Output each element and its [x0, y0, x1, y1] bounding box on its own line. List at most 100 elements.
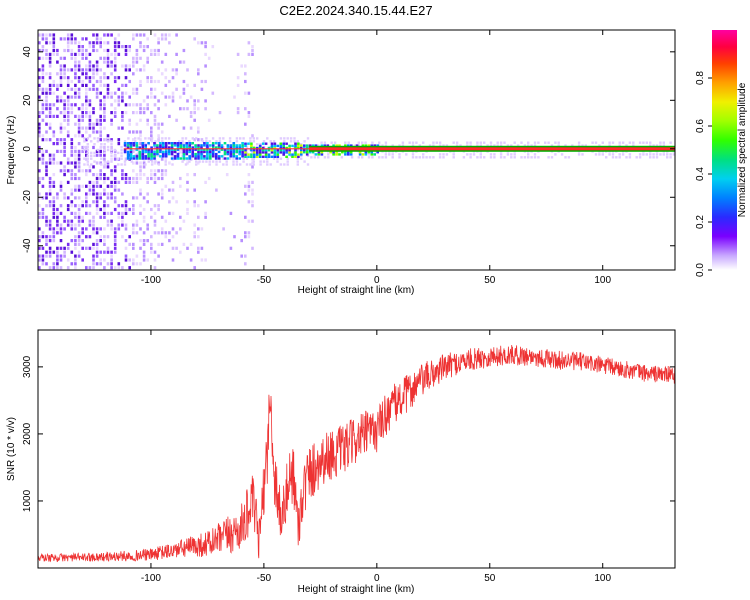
heatmap-band-cell	[388, 153, 391, 156]
snr-x-tick-label: 0	[374, 573, 380, 584]
heatmap-core-cell	[370, 151, 374, 154]
heatmap-noise-cell	[74, 223, 77, 227]
heatmap-band-cell	[438, 153, 442, 156]
heatmap-noise-cell	[153, 33, 157, 37]
heatmap-noise-cell	[88, 64, 92, 68]
heatmap-core-cell	[173, 142, 177, 145]
heatmap-noise-cell	[81, 52, 84, 56]
heatmap-band-cell	[408, 141, 411, 144]
heatmap-band-cell	[422, 141, 425, 144]
heatmap-noise-cell	[244, 192, 247, 196]
heatmap-noise-cell	[56, 107, 59, 111]
heatmap-noise-cell	[171, 91, 175, 95]
heatmap-noise-cell	[164, 184, 168, 188]
heatmap-core-cell	[250, 146, 253, 150]
heatmap-noise-cell	[139, 56, 142, 60]
heatmap-noise-cell	[56, 114, 59, 118]
heatmap-noise-cell	[110, 254, 113, 258]
heatmap-noise-cell	[186, 207, 189, 212]
heatmap-noise-cell	[117, 215, 121, 219]
heatmap-noise-cell	[52, 235, 56, 239]
heatmap-core-cell	[197, 155, 200, 158]
heatmap-noise-cell	[200, 138, 204, 142]
heatmap-noise-cell	[175, 52, 178, 56]
heatmap-noise-cell	[38, 48, 41, 53]
heatmap-noise-cell	[63, 107, 66, 111]
heatmap-noise-cell	[132, 204, 135, 208]
heatmap-noise-cell	[179, 149, 182, 153]
heatmap-noise-cell	[95, 250, 99, 254]
heatmap-noise-cell	[189, 111, 193, 115]
heatmap-core-cell	[358, 151, 362, 154]
heatmap-noise-cell	[45, 223, 48, 227]
heatmap-core-cell	[270, 142, 274, 145]
heatmap-core-cell	[317, 153, 321, 156]
heatmap-noise-cell	[106, 56, 110, 60]
heatmap-noise-cell	[41, 258, 45, 262]
heatmap-noise-cell	[113, 242, 117, 246]
heatmap-core-cell	[150, 152, 153, 156]
heatmap-core-cell	[200, 144, 203, 147]
heatmap-band-cell	[90, 163, 93, 166]
heatmap-band-cell	[232, 157, 235, 160]
heatmap-noise-cell	[85, 153, 88, 157]
heatmap-noise-cell	[110, 157, 113, 161]
heatmap-noise-cell	[139, 262, 142, 266]
heatmap-noise-cell	[81, 103, 84, 107]
heatmap-band-cell	[662, 141, 665, 144]
heatmap-noise-cell	[74, 157, 77, 161]
heatmap-noise-cell	[204, 180, 207, 184]
heatmap-noise-cell	[48, 138, 52, 142]
heatmap-noise-cell	[142, 258, 146, 262]
heatmap-noise-cell	[48, 56, 52, 60]
heatmap-noise-cell	[171, 180, 175, 184]
heatmap-core-cell	[235, 155, 238, 158]
heatmap-noise-cell	[186, 246, 189, 250]
heatmap-noise-cell	[110, 122, 113, 126]
heatmap-core-cell	[170, 148, 174, 151]
heatmap-noise-cell	[66, 242, 70, 246]
heatmap-noise-cell	[124, 223, 128, 227]
heatmap-band-cell	[215, 160, 218, 163]
heatmap-noise-cell	[244, 254, 247, 258]
heatmap-band-cell	[296, 160, 299, 163]
heatmap-noise-cell	[77, 45, 81, 49]
heatmap-noise-cell	[63, 111, 66, 115]
heatmap-core-cell	[303, 151, 306, 154]
heatmap-noise-cell	[110, 149, 113, 153]
heatmap-band-cell	[652, 153, 655, 156]
heatmap-noise-cell	[56, 211, 59, 215]
heatmap-band-cell	[479, 156, 482, 159]
heatmap-core-cell	[194, 157, 197, 160]
heatmap-core-cell	[194, 144, 197, 147]
heatmap-band-cell	[527, 141, 530, 144]
heatmap-noise-cell	[139, 161, 142, 165]
heatmap-noise-cell	[168, 33, 171, 37]
heatmap-noise-cell	[110, 52, 113, 56]
heatmap-noise-cell	[106, 95, 110, 99]
heatmap-band-cell	[144, 163, 147, 166]
heatmap-noise-cell	[85, 56, 88, 60]
heatmap-noise-cell	[99, 235, 102, 239]
heatmap-noise-cell	[52, 184, 56, 188]
heatmap-band-cell	[313, 156, 316, 159]
heatmap-noise-cell	[150, 95, 153, 99]
heatmap-noise-cell	[113, 99, 117, 103]
heatmap-noise-cell	[81, 184, 84, 188]
heatmap-noise-cell	[103, 33, 106, 37]
heatmap-noise-cell	[95, 254, 99, 258]
heatmap-band-cell	[611, 156, 615, 159]
heatmap-band-cell	[252, 160, 255, 163]
heatmap-noise-cell	[92, 64, 95, 68]
heatmap-noise-cell	[146, 118, 149, 122]
heatmap-noise-cell	[179, 107, 182, 111]
heatmap-noise-cell	[70, 223, 74, 227]
heatmap-core-cell	[123, 148, 127, 151]
heatmap-noise-cell	[153, 118, 157, 122]
heatmap-noise-cell	[92, 262, 95, 266]
heatmap-noise-cell	[74, 165, 77, 169]
heatmap-noise-cell	[99, 79, 102, 84]
heatmap-noise-cell	[38, 56, 41, 60]
heatmap-noise-cell	[110, 180, 113, 184]
